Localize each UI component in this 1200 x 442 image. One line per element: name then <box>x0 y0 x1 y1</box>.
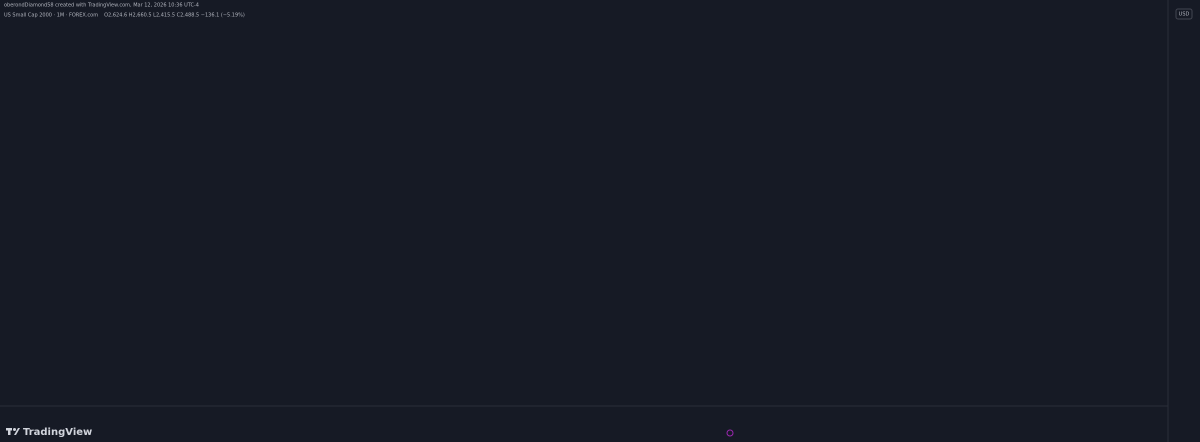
brand[interactable]: TradingView <box>23 427 92 438</box>
symbol-title: US Small Cap 2000 · 1M · FOREX.com <box>4 13 98 19</box>
attribution: oberondDiamond58 created with TradingVie… <box>4 3 199 9</box>
event-icon[interactable] <box>726 429 734 437</box>
brand-logo <box>6 428 20 435</box>
currency[interactable]: USD <box>1179 12 1190 18</box>
currency-box[interactable] <box>1175 8 1193 20</box>
ohlc-legend: O2,624.6 H2,660.5 L2,415.5 C2,488.5 −136… <box>104 13 245 19</box>
